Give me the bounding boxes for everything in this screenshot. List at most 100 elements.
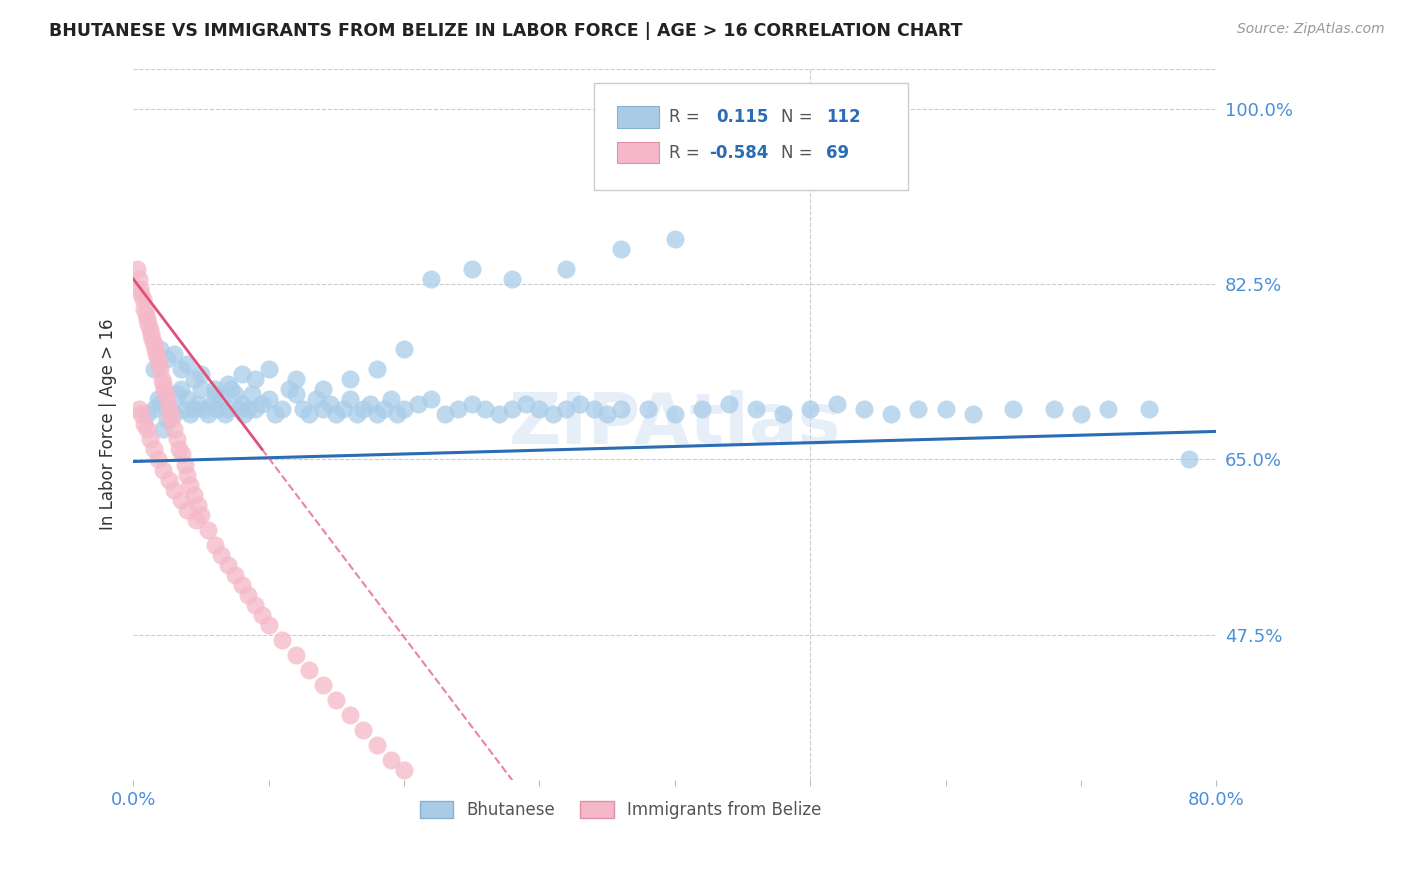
Text: ZIPAtlas: ZIPAtlas [509, 390, 841, 458]
Point [745, 402, 768, 417]
Point [387, 408, 409, 422]
Point [142, 362, 165, 376]
Point [204, 538, 226, 552]
Point [799, 402, 821, 417]
Point [219, 382, 242, 396]
Point [291, 402, 314, 417]
Point [163, 347, 186, 361]
Point [224, 567, 246, 582]
Point [132, 292, 155, 306]
Point [228, 402, 250, 417]
Point [233, 408, 256, 422]
Point [135, 422, 157, 436]
Point [156, 352, 179, 367]
Point [173, 402, 195, 417]
Point [209, 392, 232, 407]
Point [339, 392, 361, 407]
Point [664, 232, 686, 246]
Point [596, 408, 619, 422]
Point [138, 322, 160, 336]
Point [197, 523, 219, 537]
Point [163, 422, 186, 436]
Text: Source: ZipAtlas.com: Source: ZipAtlas.com [1237, 22, 1385, 37]
Point [146, 352, 169, 367]
Point [250, 607, 273, 622]
Point [187, 498, 209, 512]
Point [238, 402, 260, 417]
Point [152, 462, 174, 476]
Point [231, 578, 253, 592]
Point [690, 402, 713, 417]
Point [1043, 402, 1066, 417]
Point [825, 397, 848, 411]
Point [148, 357, 170, 371]
Point [373, 402, 395, 417]
Point [380, 753, 402, 767]
Point [231, 397, 253, 411]
Text: 69: 69 [827, 144, 849, 161]
Point [149, 397, 172, 411]
Point [359, 397, 381, 411]
Point [156, 412, 179, 426]
Point [207, 402, 229, 417]
Point [1137, 402, 1160, 417]
Point [243, 372, 266, 386]
Point [170, 382, 193, 396]
Point [717, 397, 740, 411]
Point [136, 317, 159, 331]
Point [366, 408, 388, 422]
Point [231, 368, 253, 382]
Point [176, 502, 198, 516]
Point [420, 392, 443, 407]
Point [332, 402, 354, 417]
Point [160, 412, 183, 426]
Point [152, 377, 174, 392]
Point [366, 362, 388, 376]
Point [176, 357, 198, 371]
Point [217, 377, 239, 392]
Point [179, 408, 201, 422]
Point [461, 262, 484, 277]
Point [163, 483, 186, 497]
Point [146, 392, 169, 407]
Point [127, 262, 149, 277]
Point [170, 362, 193, 376]
Legend: Bhutanese, Immigrants from Belize: Bhutanese, Immigrants from Belize [413, 794, 828, 825]
Point [271, 402, 294, 417]
Point [474, 402, 496, 417]
Point [366, 738, 388, 752]
Point [214, 408, 236, 422]
Point [257, 618, 280, 632]
Point [204, 387, 226, 401]
Point [153, 382, 176, 396]
Point [128, 402, 150, 417]
Text: 112: 112 [827, 108, 860, 126]
Point [312, 382, 335, 396]
Point [139, 327, 162, 342]
Point [135, 312, 157, 326]
Point [173, 458, 195, 472]
FancyBboxPatch shape [617, 106, 658, 128]
Point [166, 387, 188, 401]
Point [190, 368, 212, 382]
Point [149, 343, 172, 357]
Point [201, 397, 224, 411]
Point [278, 382, 301, 396]
Text: -0.584: -0.584 [710, 144, 769, 161]
Point [224, 387, 246, 401]
Point [156, 392, 179, 407]
Point [1097, 402, 1119, 417]
Point [135, 408, 157, 422]
Point [488, 408, 510, 422]
Point [420, 272, 443, 286]
Point [217, 402, 239, 417]
Point [134, 307, 156, 321]
Point [183, 402, 205, 417]
Point [142, 402, 165, 417]
Point [934, 402, 956, 417]
Text: N =: N = [780, 144, 813, 161]
Point [1002, 402, 1025, 417]
Point [163, 408, 186, 422]
Point [160, 402, 183, 417]
Point [380, 392, 402, 407]
